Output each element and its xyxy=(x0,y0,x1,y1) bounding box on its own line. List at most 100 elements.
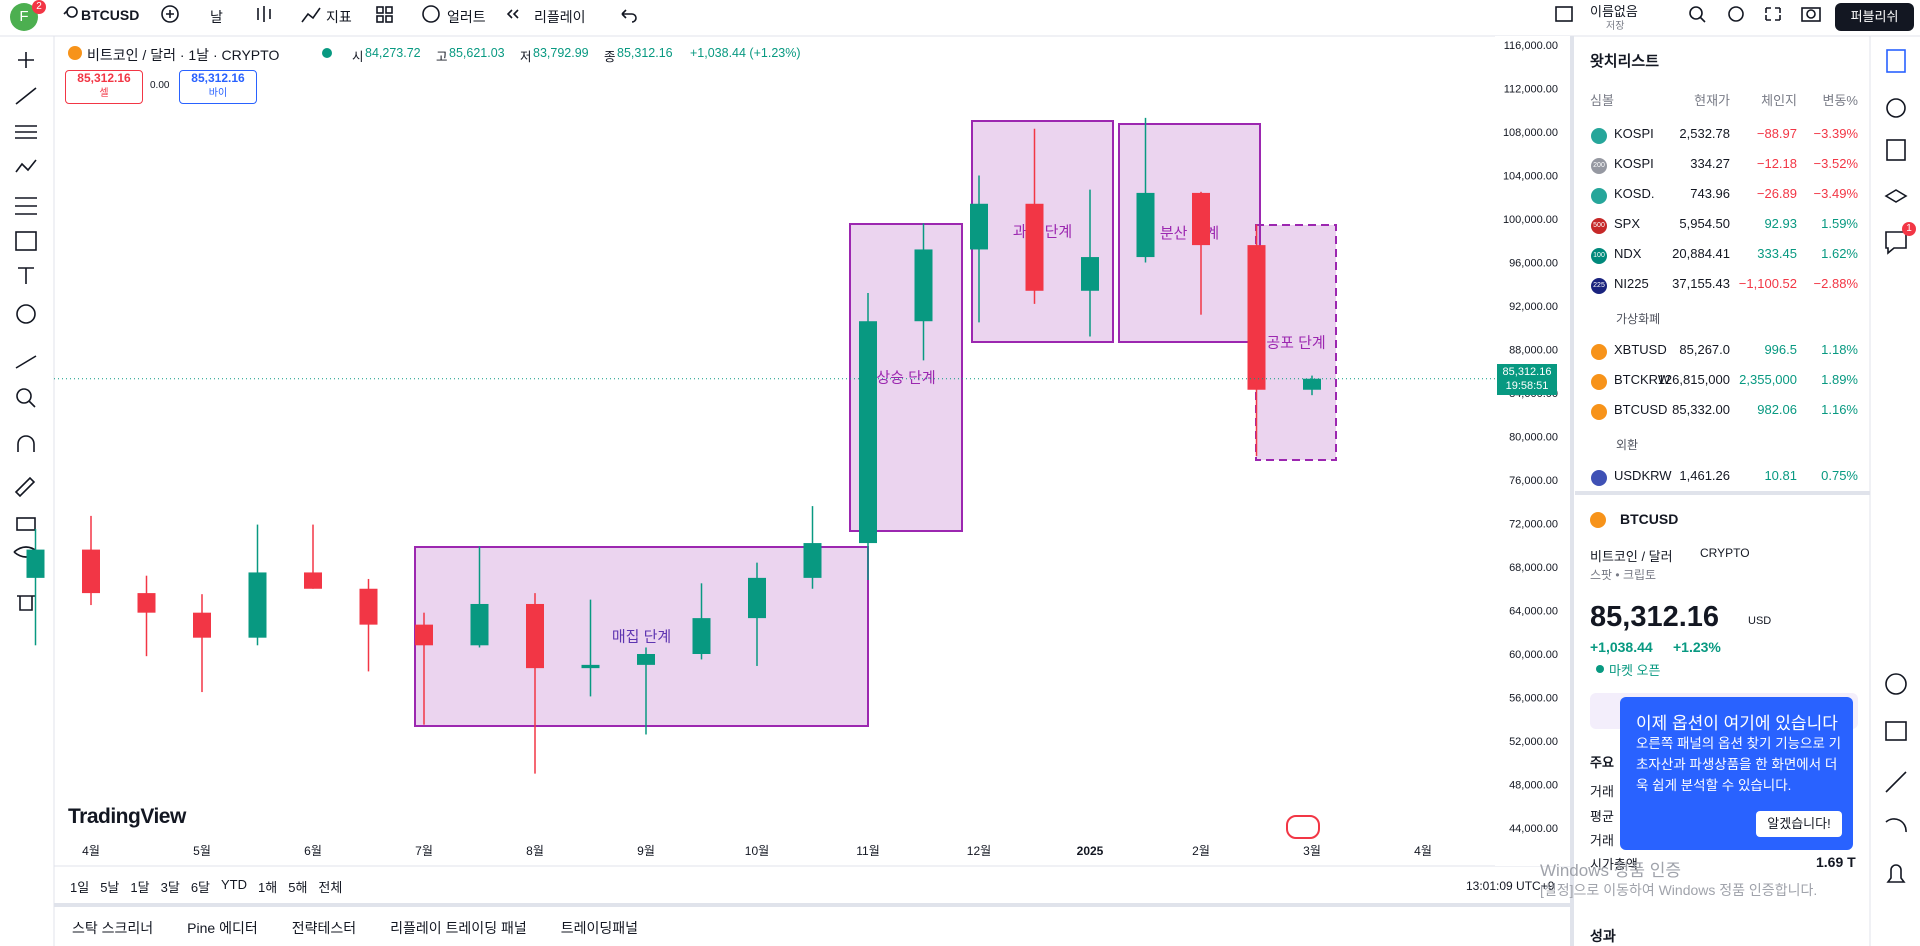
status-dot xyxy=(1596,665,1604,673)
symbol[interactable]: KOSPI xyxy=(1614,126,1654,141)
x-tick-label: 6월 xyxy=(304,844,322,858)
annotation-label: 분산 단계 xyxy=(1160,225,1219,242)
x-tick-label: 2025 xyxy=(1077,844,1104,858)
change-pct: 0.75% xyxy=(1821,468,1858,483)
symbol-icon xyxy=(1591,374,1607,390)
range-button[interactable]: 1달 xyxy=(130,880,150,895)
range-button[interactable]: 1해 xyxy=(258,880,278,895)
alerts-button[interactable]: 얼러트 xyxy=(447,9,486,25)
range-button[interactable]: YTD xyxy=(221,877,248,892)
range-button[interactable]: 5해 xyxy=(288,880,308,895)
stat-label: 거래 xyxy=(1590,784,1614,799)
section-name[interactable]: 외환 xyxy=(1616,438,1639,452)
watchlist-column: 체인지 xyxy=(1761,93,1797,108)
last-price: 126,815,000 xyxy=(1657,372,1730,387)
symbol[interactable]: NDX xyxy=(1614,246,1642,261)
details-change: +1,038.44 xyxy=(1590,639,1653,655)
candle-body xyxy=(748,577,766,619)
y-tick-label: 100,000.00 xyxy=(1503,214,1558,226)
symbol[interactable]: BTCUSD xyxy=(1614,402,1668,417)
options-popup: 이제 옵션이 여기에 있습니다 오른쪽 패널의 옵션 찾기 기능으로 기초자산과… xyxy=(1620,697,1853,850)
y-tick-label: 80,000.00 xyxy=(1509,432,1558,444)
branding: TradingView xyxy=(68,805,186,828)
buy-label: 바이 xyxy=(208,88,228,99)
candle-body xyxy=(1192,192,1210,246)
symbol[interactable]: SPX xyxy=(1614,216,1641,231)
ohlc-label: 종 xyxy=(604,50,616,64)
buy-price: 85,312.16 xyxy=(191,71,245,85)
change: 2,355,000 xyxy=(1739,372,1797,387)
watchlist-title[interactable]: 왓치리스트 xyxy=(1590,53,1660,70)
candle-body xyxy=(803,543,822,578)
ohlc-label: 저 xyxy=(520,50,532,64)
candle-body xyxy=(415,624,433,646)
bottom-tab[interactable]: Pine 에디터 xyxy=(187,920,258,936)
candle-body xyxy=(82,549,100,594)
change-pct: −3.49% xyxy=(1813,186,1858,201)
stat-label: 평균 xyxy=(1590,809,1614,824)
symbol-icon: 200 xyxy=(1591,158,1607,174)
range-button[interactable]: 1일 xyxy=(70,880,90,895)
symbol[interactable]: KOSPI xyxy=(1614,156,1654,171)
change: −26.89 xyxy=(1756,186,1797,201)
bottom-tab[interactable]: 트레이딩패널 xyxy=(560,920,639,936)
symbol[interactable]: KOSD. xyxy=(1614,186,1655,201)
right-toolbar-icons xyxy=(1884,49,1908,883)
range-button[interactable]: 5날 xyxy=(100,880,120,895)
y-tick-label: 68,000.00 xyxy=(1509,562,1558,574)
range-button[interactable]: 6달 xyxy=(190,880,211,895)
details-exchange: CRYPTO xyxy=(1700,546,1750,560)
range-button[interactable]: 3달 xyxy=(160,880,180,895)
symbol[interactable]: XBTUSD xyxy=(1614,342,1667,357)
sell-button[interactable]: 85,312.16 셀 xyxy=(65,70,143,104)
sell-label: 셀 xyxy=(99,88,109,99)
last-price: 85,267.0 xyxy=(1679,342,1730,357)
interval-button[interactable]: 날 xyxy=(210,9,223,25)
symbol[interactable]: USDKRW xyxy=(1614,468,1672,483)
annotation-label: 공포 단계 xyxy=(1266,335,1325,352)
watermark-title: Windows 정품 인증 xyxy=(1540,861,1681,880)
symbol-icon xyxy=(1591,404,1607,420)
candle-body xyxy=(526,603,544,669)
last-price: 5,954.50 xyxy=(1679,216,1730,231)
candle-body xyxy=(637,654,655,665)
symbol-icon xyxy=(1591,128,1607,144)
stat-label: 시가총액 xyxy=(1590,857,1638,872)
layout-name[interactable]: 이름없음 xyxy=(1590,4,1638,19)
bottom-tab[interactable]: 전략테스터 xyxy=(291,920,357,936)
section-name[interactable]: 가상화폐 xyxy=(1616,312,1661,326)
details-change-pct: +1.23% xyxy=(1673,639,1721,655)
y-tick-label: 48,000.00 xyxy=(1509,780,1558,792)
candle-body xyxy=(970,203,988,250)
ohlc-label: 시 xyxy=(352,50,364,64)
replay-button[interactable]: 리플레이 xyxy=(534,9,586,25)
annotation-label: 상승 단계 xyxy=(876,370,935,387)
popup-button[interactable]: 알겠습니다! xyxy=(1756,811,1842,837)
symbol[interactable]: BTCKRW xyxy=(1614,372,1671,387)
symbol[interactable]: NI225 xyxy=(1614,276,1649,291)
symbol-icon xyxy=(1591,344,1607,360)
change-pct: −3.39% xyxy=(1813,126,1858,141)
candle-body xyxy=(26,549,45,578)
left-toolbar-icons xyxy=(13,52,40,611)
indicators-button[interactable]: 지표 xyxy=(326,9,352,25)
change: 982.06 xyxy=(1757,402,1797,417)
publish-button[interactable]: 퍼블리쉬 xyxy=(1835,3,1914,31)
range-button[interactable]: 전체 xyxy=(318,880,343,895)
y-tick-label: 116,000.00 xyxy=(1504,40,1558,52)
y-tick-label: 76,000.00 xyxy=(1509,475,1558,487)
bottom-tab[interactable]: 리플레이 트레이딩 패널 xyxy=(390,920,527,936)
popup-title: 이제 옵션이 여기에 있습니다 xyxy=(1636,714,1838,733)
watermark-body: [설정]으로 이동하여 Windows 정품 인증합니다. xyxy=(1540,882,1818,898)
candle-body xyxy=(859,321,877,544)
candle-body xyxy=(581,664,600,669)
annotation-box xyxy=(1255,224,1337,461)
annotation-label: 매집 단계 xyxy=(612,629,671,646)
buy-button[interactable]: 85,312.16 바이 xyxy=(179,70,257,104)
symbol-search[interactable]: BTCUSD xyxy=(81,7,140,23)
ohlc-value: 85,312.16 xyxy=(617,46,673,60)
change-pct: 1.18% xyxy=(1821,342,1858,357)
bottom-tab[interactable]: 스탁 스크리너 xyxy=(72,920,154,936)
